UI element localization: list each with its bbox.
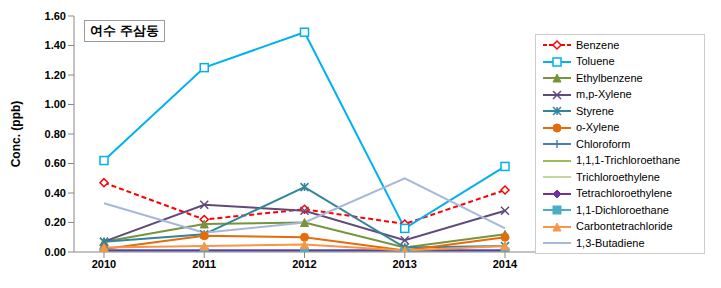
svg-text:2011: 2011: [192, 258, 216, 270]
svg-text:2013: 2013: [393, 258, 417, 270]
svg-text:0.60: 0.60: [45, 157, 66, 169]
html-text:1,1-Dichloroethane: 1,1-Dichloroethane: [576, 203, 669, 216]
html-text:여수 주삼동: 여수 주삼동: [90, 23, 159, 38]
html-text:Benzene: Benzene: [576, 38, 620, 51]
svg-text:1.60: 1.60: [45, 10, 66, 22]
svg-text:2010: 2010: [92, 258, 116, 270]
html-text:o-Xylene: o-Xylene: [576, 121, 620, 134]
svg-text:0.00: 0.00: [45, 246, 66, 258]
svg-text:Conc. (ppb): Conc. (ppb): [9, 101, 23, 168]
svg-text:1.00: 1.00: [45, 98, 66, 110]
svg-text:1.20: 1.20: [45, 69, 66, 81]
svg-text:2014: 2014: [493, 258, 518, 270]
html-text:m,p-Xylene: m,p-Xylene: [576, 88, 632, 101]
html-text:Chloroform: Chloroform: [576, 137, 631, 150]
html-text:1,3-Butadiene: 1,3-Butadiene: [576, 236, 645, 249]
svg-text:0.40: 0.40: [45, 187, 66, 199]
html-text:Styrene: Styrene: [576, 104, 614, 117]
html-text:Carbontetrachloride: Carbontetrachloride: [576, 220, 673, 233]
svg-text:0.20: 0.20: [45, 216, 66, 228]
html-text:1,1,1-Trichloroethane: 1,1,1-Trichloroethane: [576, 154, 681, 167]
html-text:Toluene: Toluene: [576, 55, 615, 68]
html-text:Trichloroethylene: Trichloroethylene: [576, 170, 660, 183]
svg-text:0.80: 0.80: [45, 128, 66, 140]
svg-text:2012: 2012: [292, 258, 316, 270]
svg-text:1.40: 1.40: [45, 39, 66, 51]
html-text:Tetrachloroethylene: Tetrachloroethylene: [576, 187, 672, 200]
html-text:Ethylbenzene: Ethylbenzene: [576, 71, 643, 84]
